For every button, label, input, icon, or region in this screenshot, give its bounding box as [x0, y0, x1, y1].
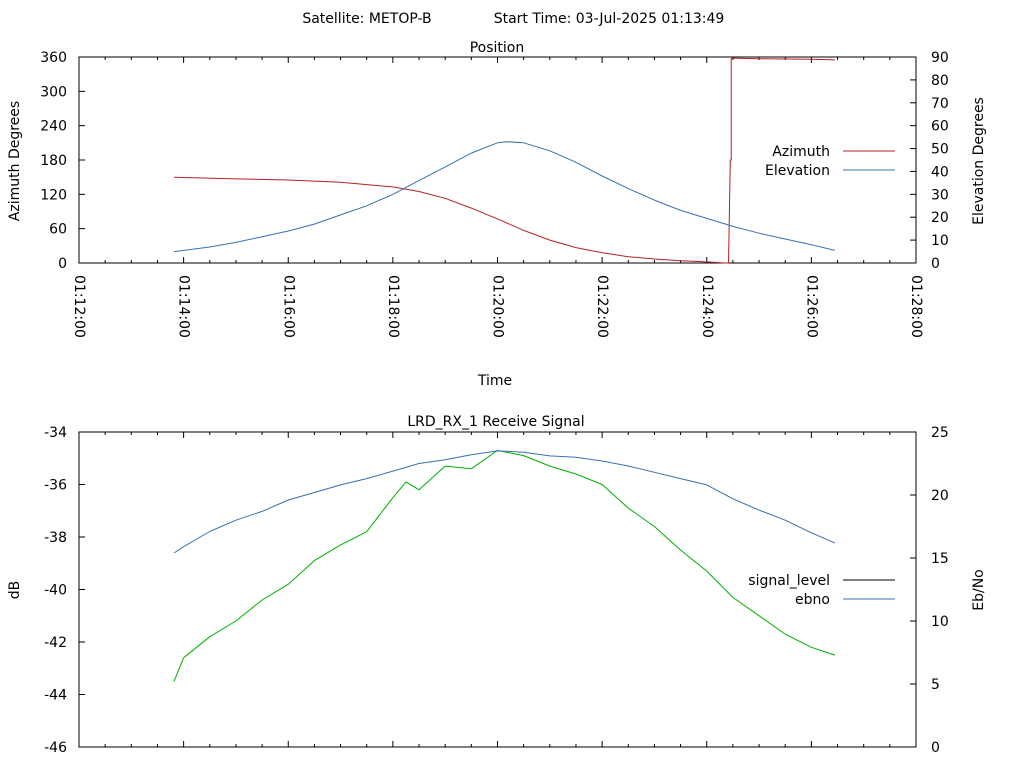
position-title: Position [470, 40, 525, 56]
legend-label-ebno: ebno [795, 592, 830, 608]
y-tick-label: 60 [49, 222, 67, 238]
y-tick-label: -38 [44, 530, 67, 546]
position-xlabel: Time [477, 373, 512, 389]
y2-tick-label: 10 [931, 233, 949, 249]
y2-tick-label: 60 [931, 119, 949, 135]
y2-tick-label: 5 [931, 677, 940, 693]
signal-series [173, 449, 836, 682]
signal-axes: -46 -44 -42 -40 -38 -36 -34 0 5 10 15 20 25 [44, 425, 949, 756]
position-series [173, 57, 836, 264]
y2-tick-label: 20 [931, 488, 949, 504]
signal-y2label: Eb/No [971, 569, 987, 611]
y2-tick-label: 0 [931, 256, 940, 272]
y2-tick-label: 0 [931, 740, 940, 756]
legend-label-elevation: Elevation [765, 163, 830, 179]
x-tick-label: 01:24:00 [699, 275, 715, 338]
x-tick-label: 01:26:00 [803, 275, 819, 338]
plot-frame [78, 56, 917, 264]
suptitle-satellite: Satellite: METOP-B [302, 11, 431, 27]
y2-tick-label: 15 [931, 551, 949, 567]
series-line-ebno [173, 450, 836, 554]
x-tick-label: 01:14:00 [176, 275, 192, 338]
y-tick-label: 180 [40, 153, 67, 169]
y2-tick-label: 80 [931, 73, 949, 89]
y-tick-label: 300 [40, 84, 67, 100]
y-tick-label: 0 [58, 256, 67, 272]
y2-tick-label: 90 [931, 50, 949, 66]
position-legend: Azimuth Elevation [765, 144, 895, 179]
position-panel: Position Time Azimuth Degrees Elevation … [7, 40, 987, 389]
series-line-signal-level [173, 449, 836, 682]
y-tick-label: -34 [44, 425, 67, 441]
position-ylabel: Azimuth Degrees [7, 101, 23, 221]
suptitle-start-time: Start Time: 03-Jul-2025 01:13:49 [494, 11, 725, 27]
signal-title: LRD_RX_1 Receive Signal [407, 414, 584, 430]
y-tick-label: 360 [40, 50, 67, 66]
position-y2label: Elevation Degrees [971, 97, 987, 225]
x-tick-label: 01:28:00 [908, 275, 924, 338]
y-tick-label: -44 [44, 688, 67, 704]
x-tick-label: 01:12:00 [71, 275, 87, 338]
legend-label-azimuth: Azimuth [772, 144, 830, 160]
y2-tick-label: 20 [931, 210, 949, 226]
signal-legend: signal_level ebno [748, 573, 895, 608]
y-tick-label: -42 [44, 635, 67, 651]
y2-tick-label: 50 [931, 142, 949, 158]
legend-label-signal-level: signal_level [748, 573, 830, 589]
y2-tick-label: 10 [931, 614, 949, 630]
position-axes: 01:12:00 01:14:00 01:16:00 01:18:00 01:20:00… [40, 50, 949, 338]
signal-ylabel: dB [7, 581, 23, 600]
x-tick-label: 01:22:00 [594, 275, 610, 338]
y2-tick-label: 25 [931, 425, 949, 441]
y-tick-label: -40 [44, 583, 67, 599]
series-line-azimuth [173, 57, 835, 264]
y-tick-label: -46 [44, 740, 67, 756]
y2-tick-label: 40 [931, 164, 949, 180]
x-tick-label: 01:20:00 [490, 275, 506, 338]
plot-frame [78, 431, 917, 748]
x-tick-label: 01:18:00 [385, 275, 401, 338]
y2-tick-label: 30 [931, 187, 949, 203]
y-tick-label: 240 [40, 119, 67, 135]
y2-tick-label: 70 [931, 96, 949, 112]
x-tick-label: 01:16:00 [280, 275, 296, 338]
series-line-elevation [173, 141, 836, 253]
signal-panel: LRD_RX_1 Receive Signal dB Eb/No -46-44-… [7, 414, 987, 756]
y-tick-label: 120 [40, 187, 67, 203]
y-tick-label: -36 [44, 478, 67, 494]
